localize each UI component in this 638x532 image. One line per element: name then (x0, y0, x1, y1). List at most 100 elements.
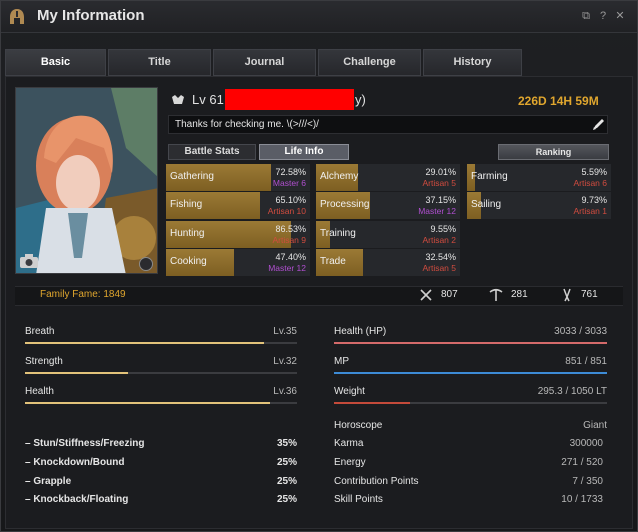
resist-knockback-value: 25% (276, 494, 297, 505)
life-info-tab[interactable]: Life Info (259, 144, 349, 160)
life-skill-name: Processing (320, 199, 370, 210)
life-skill-name: Farming (471, 171, 508, 182)
camera-icon[interactable] (19, 253, 39, 269)
life-skill-sailing: Sailing 9.73% Artisan 1 (467, 192, 611, 219)
play-time: 226D 14H 59M (518, 94, 599, 108)
stat-bar-fill (334, 342, 607, 344)
life-skill-name: Fishing (170, 199, 203, 210)
health-label: Health (25, 386, 54, 397)
life-skill-rank: Master 12 (418, 206, 456, 216)
resist-knockback-label: – Knockback/Floating (25, 494, 129, 505)
introduction-field[interactable]: Thanks for checking me. \(>///<)/ (168, 115, 608, 134)
life-skill-gathering: Gathering 72.58% Master 6 (166, 164, 310, 191)
help-icon[interactable]: ? (599, 10, 607, 22)
life-skill-percent: 37.15% (425, 195, 456, 205)
resist-stun-label: – Stun/Stiffness/Freezing (25, 438, 145, 449)
strength-bar (25, 372, 297, 374)
skill-points-label: Skill Points (334, 494, 383, 505)
life-skill-name: Cooking (170, 256, 207, 267)
life-skill-rank: Master 12 (268, 263, 306, 273)
mp-value: 851 / 851 (565, 356, 607, 367)
tab-challenge[interactable]: Challenge (318, 49, 421, 76)
close-icon[interactable]: ✕ (615, 10, 625, 22)
hp-label: Health (HP) (334, 326, 387, 337)
health-level: Lv.36 (273, 386, 297, 397)
ranking-button[interactable]: Ranking (498, 144, 609, 160)
life-skill-name: Hunting (170, 228, 205, 239)
skill-points-value: 10 / 1733 (561, 494, 603, 505)
horoscope-value: Giant (583, 420, 607, 431)
specialty-fame-value: 761 (581, 289, 598, 300)
tab-history[interactable]: History (423, 49, 522, 76)
crossed-swords-icon (420, 289, 432, 301)
stat-bar-fill (25, 402, 270, 404)
life-skill-rank: Artisan 2 (422, 235, 456, 245)
resist-grapple-label: – Grapple (25, 476, 72, 487)
life-fame-value: 281 (511, 289, 528, 300)
stat-bar-fill (25, 342, 265, 344)
life-skill-training: Training 9.55% Artisan 2 (316, 221, 460, 248)
weight-bar (334, 402, 607, 404)
character-level: Lv 61 (192, 92, 224, 107)
tongs-icon (563, 288, 571, 302)
character-name-suffix: y) (355, 92, 366, 107)
karma-value: 300000 (569, 438, 603, 449)
horoscope-label: Horoscope (334, 420, 383, 431)
tab-journal[interactable]: Journal (213, 49, 316, 76)
strength-level: Lv.32 (273, 356, 297, 367)
life-skill-trade: Trade 32.54% Artisan 5 (316, 249, 460, 276)
breath-label: Breath (25, 326, 55, 337)
life-skill-percent: 65.10% (275, 195, 306, 205)
life-skill-name: Alchemy (320, 171, 359, 182)
mp-label: MP (334, 356, 349, 367)
life-skill-percent: 29.01% (425, 167, 456, 177)
family-emblem-icon (172, 95, 184, 104)
life-skill-name: Trade (320, 256, 346, 267)
life-skill-percent: 5.59% (581, 167, 607, 177)
life-skill-cooking: Cooking 47.40% Master 12 (166, 249, 310, 276)
life-skill-progress (467, 164, 475, 191)
hp-value: 3033 / 3033 (554, 326, 607, 337)
pickaxe-icon (489, 288, 503, 301)
life-skill-percent: 32.54% (425, 252, 456, 262)
life-skill-percent: 47.40% (275, 252, 306, 262)
karma-label: Karma (334, 438, 364, 449)
resist-knockdown-value: 25% (276, 457, 297, 468)
life-skill-rank: Artisan 6 (573, 178, 607, 188)
breath-level: Lv.35 (273, 326, 297, 337)
resist-grapple-value: 25% (276, 476, 297, 487)
life-skill-fishing: Fishing 65.10% Artisan 10 (166, 192, 310, 219)
life-skill-percent: 86.53% (275, 224, 306, 234)
energy-value: 271 / 520 (561, 457, 603, 468)
life-skill-percent: 9.73% (581, 195, 607, 205)
life-skill-name: Sailing (471, 199, 502, 210)
life-skill-rank: Artisan 1 (573, 206, 607, 216)
tab-basic[interactable]: Basic (5, 49, 106, 76)
title-bar[interactable]: My Information ⧉ ? ✕ (1, 1, 637, 33)
life-skill-rank: Artisan 9 (272, 235, 306, 245)
stat-bar-fill (334, 402, 411, 404)
battle-stats-tab[interactable]: Battle Stats (168, 144, 256, 160)
energy-label: Energy (334, 457, 366, 468)
window-title: My Information (37, 7, 145, 24)
life-skill-progress (166, 192, 260, 219)
life-skill-progress (166, 164, 271, 191)
combat-fame-value: 807 (441, 289, 458, 300)
family-stats-bar (15, 286, 623, 306)
life-skill-rank: Artisan 5 (422, 178, 456, 188)
restore-icon[interactable]: ⧉ (582, 10, 590, 22)
strength-label: Strength (25, 356, 63, 367)
character-portrait (15, 87, 158, 274)
breath-bar (25, 342, 297, 344)
life-skill-rank: Artisan 10 (267, 206, 306, 216)
life-skill-progress (316, 249, 363, 276)
mp-bar (334, 372, 607, 374)
life-skill-progress (316, 164, 358, 191)
tab-title[interactable]: Title (108, 49, 211, 76)
life-skill-progress (467, 192, 481, 219)
resist-stun-value: 35% (276, 438, 297, 449)
life-skill-progress (316, 221, 330, 248)
redacted-name (225, 89, 354, 110)
edit-pencil-icon[interactable] (591, 116, 607, 132)
